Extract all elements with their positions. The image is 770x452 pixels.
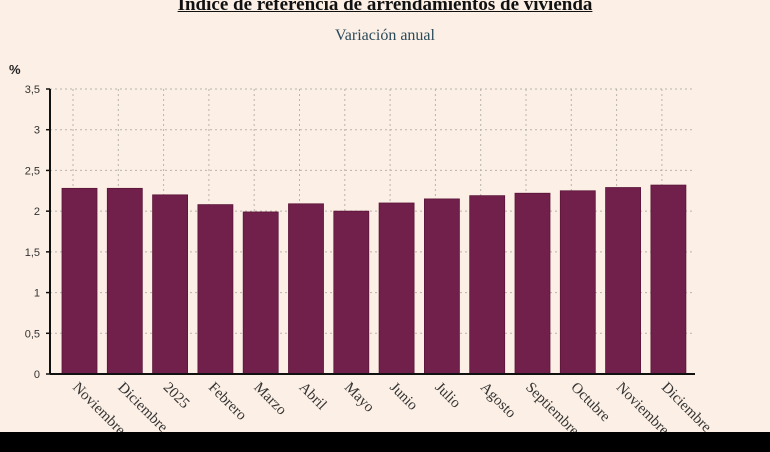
x-tick-label: Abril — [296, 380, 330, 414]
bar-agosto — [469, 195, 506, 375]
bar-diciembre — [650, 184, 687, 375]
y-tick-label: 0 — [34, 369, 40, 381]
bar-junio — [378, 202, 415, 375]
bar-mayo — [333, 210, 370, 375]
bar-febrero — [197, 204, 234, 375]
bar-noviembre — [61, 187, 98, 375]
x-tick-label: Mayo — [341, 380, 377, 416]
bar-octubre — [559, 190, 596, 375]
x-tick-label: Marzo — [250, 380, 289, 419]
y-tick-label: 3,5 — [25, 84, 40, 96]
bar-noviembre — [605, 187, 641, 375]
bar-diciembre — [106, 187, 143, 375]
x-tick-label: 2025 — [160, 380, 193, 413]
bar-abril — [288, 203, 324, 375]
x-tick-label: Octubre — [567, 380, 613, 426]
bar-septiembre — [514, 192, 551, 375]
bottom-black-bar — [0, 432, 770, 452]
bar-julio — [423, 198, 460, 375]
y-tick-label: 0,5 — [25, 328, 40, 340]
x-tick-label: Agosto — [477, 380, 519, 422]
y-tick-label: 1,5 — [25, 247, 40, 259]
bar-marzo — [242, 211, 279, 375]
x-tick-label: Julio — [432, 380, 464, 412]
y-tick-label: 2 — [34, 206, 40, 218]
bar-2025 — [152, 194, 189, 375]
y-tick-label: 1 — [34, 288, 40, 300]
y-tick-label: 2,5 — [25, 165, 40, 177]
y-axis-unit: % — [9, 62, 21, 77]
chart-title: Índice de referencia de arrendamientos d… — [177, 0, 593, 15]
x-tick-label: Junio — [386, 380, 420, 414]
y-tick-label: 3 — [34, 125, 40, 137]
x-tick-label: Febrero — [205, 380, 249, 424]
chart-subtitle: Variación anual — [335, 27, 435, 44]
